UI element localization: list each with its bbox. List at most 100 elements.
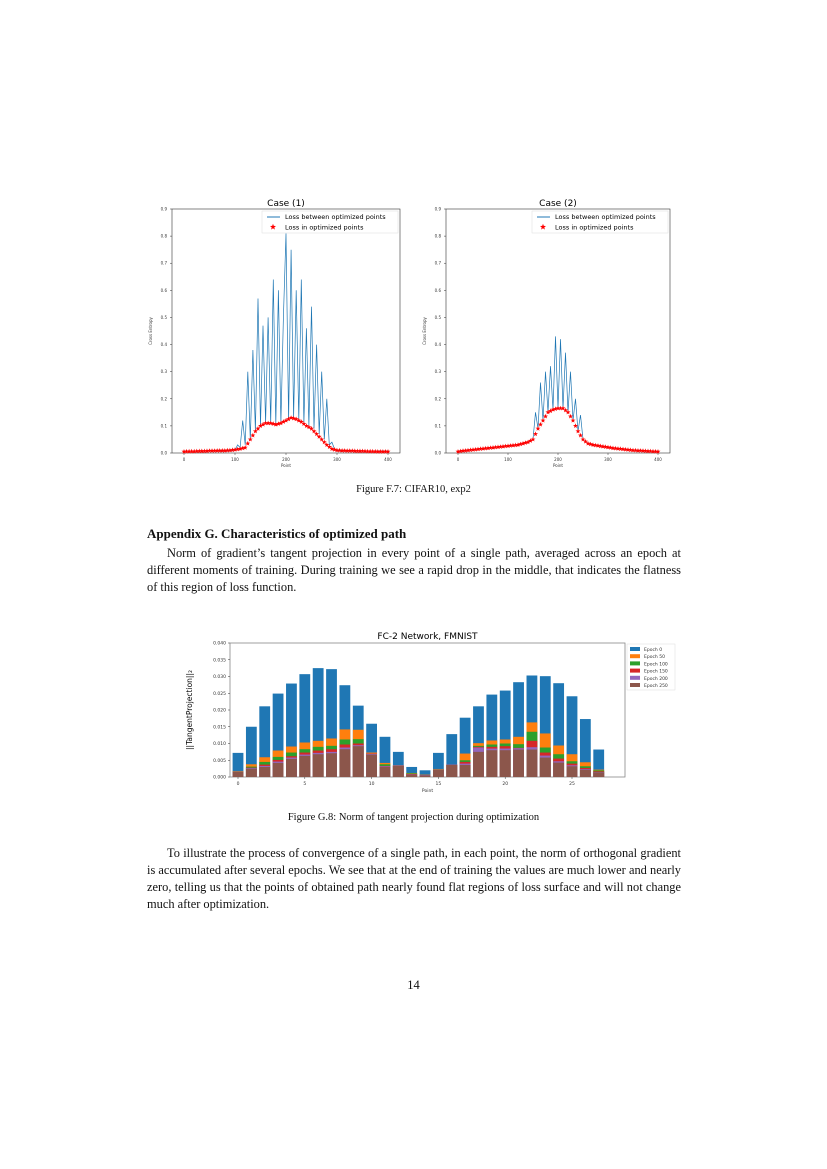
- star-marker: [214, 448, 220, 453]
- star-marker: [485, 445, 491, 451]
- bar-epoch-0: [579, 719, 591, 777]
- star-marker: [301, 421, 307, 426]
- star-marker: [538, 421, 543, 427]
- chart-title: Case (2): [539, 199, 577, 209]
- x-tick-label: 300: [604, 457, 612, 462]
- star-marker: [480, 446, 486, 451]
- y-tick-label: 0.000: [213, 775, 226, 781]
- star-marker: [643, 448, 648, 454]
- y-tick-label: 0.7: [435, 261, 442, 266]
- plot-area: [445, 208, 671, 454]
- bar-epoch-250: [513, 749, 524, 777]
- star-marker: [570, 417, 576, 423]
- star-marker: [212, 448, 218, 453]
- star-marker: [230, 447, 235, 453]
- star-marker: [510, 442, 516, 448]
- star-marker: [655, 449, 661, 454]
- star-marker: [530, 436, 536, 442]
- bar-epoch-250: [539, 757, 551, 777]
- figure-g8-caption: Figure G.8: Norm of tangent projection d…: [287, 812, 540, 823]
- star-marker: [605, 444, 611, 450]
- chart-title: Case (1): [267, 199, 305, 209]
- x-tick-label: 15: [436, 781, 442, 787]
- legend-box: [531, 210, 669, 234]
- bar-epoch-250: [526, 749, 538, 777]
- bar-epoch-250: [379, 766, 391, 777]
- legend-swatch: [630, 675, 640, 680]
- star-marker: [291, 415, 297, 421]
- bar-epoch-250: [352, 746, 364, 777]
- star-marker: [553, 406, 558, 411]
- star-marker: [608, 445, 613, 450]
- x-tick-label: 400: [654, 457, 662, 462]
- x-axis-label: Point: [553, 463, 563, 468]
- star-marker: [540, 417, 546, 423]
- star-marker: [550, 407, 556, 412]
- bar-epoch-0: [433, 752, 444, 777]
- star-marker: [585, 440, 591, 446]
- star-marker: [590, 442, 596, 447]
- y-tick-label: 0.8: [435, 234, 442, 239]
- star-marker: [518, 441, 523, 447]
- legend-swatch: [630, 661, 640, 666]
- star-marker: [314, 431, 320, 437]
- legend-star-swatch: [540, 223, 546, 230]
- star-marker: [455, 449, 461, 454]
- bar-epoch-250: [486, 750, 498, 777]
- bar-epoch-0: [379, 736, 391, 777]
- star-marker: [635, 448, 641, 453]
- star-marker: [235, 446, 240, 452]
- bar-epoch-250: [433, 769, 444, 777]
- y-tick-label: 0.2: [161, 396, 168, 401]
- star-marker: [503, 443, 508, 449]
- bar-epoch-250: [339, 749, 351, 777]
- bar-epoch-0: [486, 694, 498, 777]
- star-marker: [342, 448, 348, 453]
- star-marker: [247, 436, 253, 442]
- star-marker: [367, 448, 373, 454]
- bar-epoch-250: [299, 755, 311, 777]
- star-marker: [275, 421, 281, 426]
- star-marker: [217, 448, 223, 453]
- star-marker: [565, 409, 571, 415]
- star-marker: [640, 448, 646, 453]
- y-tick-label: 0.9: [161, 207, 168, 212]
- star-marker: [595, 443, 601, 448]
- x-tick-label: 300: [333, 457, 341, 462]
- star-marker: [260, 421, 266, 427]
- x-tick-label: 10: [369, 781, 375, 787]
- star-marker: [326, 444, 332, 449]
- star-marker: [548, 408, 553, 414]
- star-marker: [620, 446, 626, 452]
- case-1-line-chart: Case (1) 0.0 0.1 0.2 0.3 0.4 0.5 0.6 0.7 0.8 0.9 0 1…: [148, 199, 401, 468]
- bar-epoch-0: [299, 674, 311, 777]
- star-marker: [319, 436, 325, 442]
- star-marker: [493, 444, 498, 450]
- bar-epoch-0: [566, 696, 578, 777]
- x-tick-label: 25: [569, 781, 575, 787]
- star-marker: [568, 413, 573, 419]
- star-marker: [347, 448, 353, 453]
- star-marker: [625, 447, 631, 452]
- star-marker: [288, 415, 294, 420]
- chart-title: FC-2 Network, FMNIST: [377, 632, 478, 642]
- star-marker: [184, 448, 189, 454]
- star-marker: [321, 439, 327, 445]
- bar-epoch-250: [593, 772, 605, 777]
- star-marker: [610, 445, 616, 451]
- star-marker: [383, 449, 388, 454]
- bar-epoch-0: [366, 723, 377, 777]
- bar-epoch-250: [392, 765, 404, 777]
- star-marker: [648, 448, 653, 454]
- star-marker: [535, 426, 541, 431]
- bar-epoch-250: [232, 771, 244, 777]
- x-tick-label: 0: [457, 457, 460, 462]
- star-marker: [186, 448, 192, 454]
- star-marker: [613, 445, 618, 451]
- legend-label: Epoch 100: [644, 661, 668, 667]
- bar-epoch-0: [406, 766, 418, 777]
- page-number: 14: [407, 978, 420, 992]
- bar-epoch-0: [245, 726, 257, 777]
- star-marker: [533, 431, 538, 437]
- bar-epoch-250: [499, 750, 511, 777]
